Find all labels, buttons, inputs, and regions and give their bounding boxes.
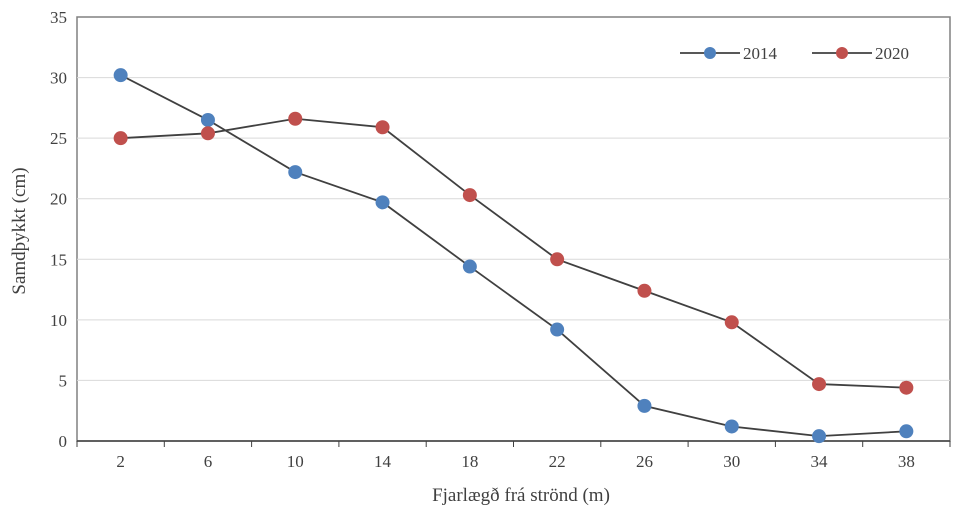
x-tick-label: 18 [461,452,478,471]
data-point-2020 [899,380,914,395]
series-line-2014 [120,74,907,438]
data-point-2014 [462,259,477,274]
x-tick-label: 30 [723,452,740,471]
data-point-2020 [375,120,390,135]
data-point-2020 [550,252,565,267]
series-line-2020 [120,117,907,389]
data-point-2020 [462,188,477,203]
y-tick-label: 30 [50,69,67,88]
x-tick-label: 22 [549,452,566,471]
legend-item-2014: 2014 [680,44,778,63]
x-tick-label: 14 [374,452,392,471]
y-tick-labels: 0 5 10 15 20 25 30 35 [50,8,67,451]
data-point-2014 [899,424,914,439]
series-2014 [113,68,914,444]
y-tick-label: 10 [50,311,67,330]
axes [76,440,951,447]
x-tick-label: 26 [636,452,653,471]
legend: 2014 2020 [680,44,909,63]
data-point-2020 [812,377,827,392]
data-point-2014 [288,165,303,180]
data-point-2014 [113,68,128,83]
gridlines [77,77,950,381]
data-point-2020 [288,111,303,126]
y-tick-label: 35 [50,8,67,27]
x-tick-label: 34 [811,452,829,471]
y-tick-label: 20 [50,190,67,209]
data-point-2020 [724,315,739,330]
series-2020 [113,111,914,395]
data-point-2020 [637,283,652,298]
data-point-2014 [637,398,652,413]
legend-label: 2014 [743,44,778,63]
data-point-2020 [113,131,128,146]
y-tick-label: 5 [59,371,68,390]
y-tick-label: 25 [50,129,67,148]
data-point-2014 [200,112,215,127]
y-tick-label: 0 [59,432,68,451]
y-tick-label: 15 [50,250,67,269]
y-axis-title: Samdþykkt (cm) [9,167,30,294]
x-tick-label: 38 [898,452,915,471]
series-group [113,68,914,444]
x-tick-label: 10 [287,452,304,471]
data-point-2014 [375,195,390,210]
legend-item-2020: 2020 [812,44,909,63]
data-point-2020 [200,126,215,141]
data-point-2014 [812,429,827,444]
data-point-2014 [724,419,739,434]
legend-label: 2020 [875,44,909,63]
x-tick-labels: 2 6 10 14 18 22 26 30 34 38 [116,452,914,471]
x-tick-label: 6 [204,452,213,471]
data-point-2014 [550,322,565,337]
x-tick-label: 2 [116,452,125,471]
legend-marker [704,47,716,59]
x-axis-title: Fjarlægð frá strönd (m) [432,485,610,506]
legend-marker [836,47,848,59]
